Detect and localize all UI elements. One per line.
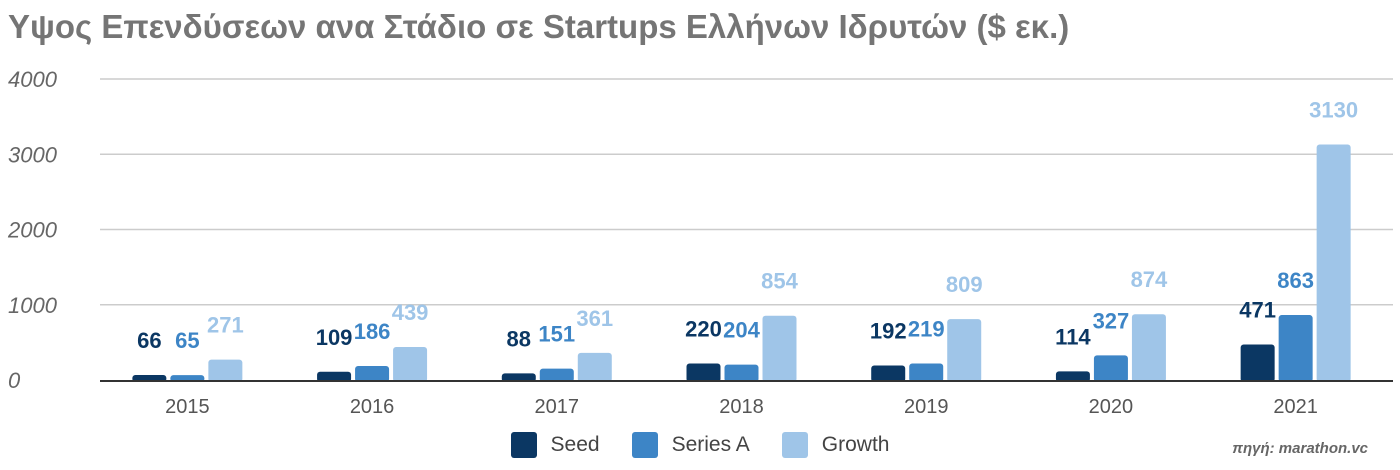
bar-growth	[208, 359, 243, 382]
y-tick-label: 3000	[8, 142, 58, 167]
x-tick-label: 2019	[904, 396, 949, 418]
data-label: 88	[507, 326, 531, 351]
data-label: 854	[761, 269, 798, 294]
bar-series-a	[909, 363, 944, 382]
bar-seed	[317, 371, 352, 382]
data-label: 863	[1277, 268, 1314, 293]
legend-label: Series A	[671, 433, 750, 456]
bar-growth	[1131, 314, 1166, 382]
bar-series-a	[724, 364, 759, 382]
bar-seed	[1240, 344, 1275, 382]
source-note: πηγή: marathon.vc	[1232, 440, 1368, 457]
y-tick-label: 4000	[8, 67, 58, 92]
data-label: 809	[946, 272, 983, 297]
legend-label: Growth	[821, 433, 890, 456]
data-label: 471	[1239, 298, 1276, 323]
chart-title: Υψος Επενδύσεων ανα Στάδιο σε Startups Ε…	[8, 8, 1070, 45]
data-label: 114	[1055, 324, 1091, 349]
data-label: 192	[870, 319, 907, 344]
data-label: 219	[908, 317, 945, 342]
bar-growth	[1316, 144, 1351, 382]
bar-growth	[947, 319, 982, 382]
bar-seed	[501, 373, 536, 382]
x-tick-label: 2021	[1273, 396, 1318, 418]
data-label: 271	[207, 313, 244, 338]
bar-series-a	[539, 368, 574, 382]
bar-growth	[762, 315, 797, 382]
legend-swatch	[631, 432, 658, 458]
y-tick-label: 1000	[8, 293, 58, 318]
legend-swatch	[781, 432, 808, 458]
y-tick-label: 0	[8, 368, 21, 393]
bar-series-a	[1278, 315, 1313, 382]
x-tick-label: 2020	[1089, 396, 1134, 418]
x-tick-label: 2017	[535, 396, 580, 418]
data-label: 439	[392, 300, 429, 325]
bar-seed	[871, 365, 906, 382]
legend-item: Series A	[631, 432, 750, 458]
legend: Seed Series A Growth	[0, 432, 1400, 458]
bar-growth	[577, 352, 612, 382]
bar-series-a	[355, 366, 390, 382]
x-tick-label: 2018	[719, 396, 764, 418]
data-label: 66	[137, 328, 161, 353]
legend-label: Seed	[550, 433, 600, 456]
data-label: 109	[316, 325, 353, 350]
data-label: 220	[685, 316, 722, 341]
data-label: 327	[1093, 308, 1130, 333]
bar-series-a	[1093, 355, 1128, 382]
data-label: 65	[175, 328, 199, 353]
data-label: 186	[354, 319, 391, 344]
data-label: 874	[1131, 267, 1168, 292]
bar-growth	[393, 346, 428, 382]
data-label: 361	[576, 306, 613, 331]
legend-swatch	[510, 432, 537, 458]
legend-item: Growth	[781, 432, 890, 458]
y-tick-label: 2000	[7, 218, 58, 243]
legend-item: Seed	[510, 432, 600, 458]
data-label: 3130	[1309, 97, 1358, 122]
bar-seed	[1055, 371, 1090, 382]
x-tick-label: 2016	[350, 396, 395, 418]
bar-seed	[686, 363, 721, 382]
x-tick-label: 2015	[165, 396, 210, 418]
data-label: 151	[538, 322, 575, 347]
data-label: 204	[723, 318, 760, 343]
